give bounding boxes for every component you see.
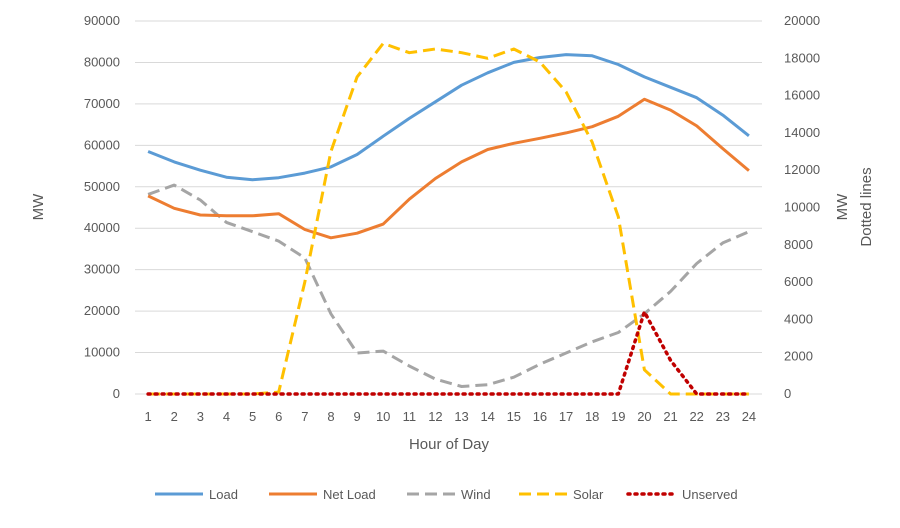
series-line-load <box>147 53 750 182</box>
x-tick-label: 20 <box>637 409 651 424</box>
y2-tick-label: 2000 <box>784 349 813 364</box>
x-tick-label: 17 <box>559 409 573 424</box>
y2-tick-label: 4000 <box>784 311 813 326</box>
right-y-axis-title-line-1: MW <box>834 193 851 220</box>
x-tick-label: 9 <box>353 409 360 424</box>
x-axis-title: Hour of Day <box>409 436 490 453</box>
y-tick-label: 80000 <box>84 54 120 69</box>
left-y-axis-ticks: 0 10000 20000 30000 40000 50000 60000 70000 8000… <box>84 13 120 401</box>
x-tick-label: 13 <box>454 409 468 424</box>
series-line-net-load <box>147 97 750 240</box>
y2-tick-label: 20000 <box>784 13 820 28</box>
x-tick-label: 4 <box>223 409 230 424</box>
legend-label: Unserved <box>682 487 738 502</box>
y-tick-label: 10000 <box>84 345 120 360</box>
left-y-axis-title: MW <box>30 193 47 220</box>
x-tick-label: 1 <box>144 409 151 424</box>
y-tick-label: 90000 <box>84 13 120 28</box>
series-layer <box>146 41 751 396</box>
x-tick-label: 21 <box>663 409 677 424</box>
legend-label: Load <box>209 487 238 502</box>
legend: Load Net Load Wind Solar Unserved <box>155 487 738 502</box>
right-y-axis-title-line-2: Dotted lines <box>858 167 875 246</box>
y-tick-label: 50000 <box>84 179 120 194</box>
y-tick-label: 60000 <box>84 137 120 152</box>
x-tick-label: 11 <box>403 409 417 424</box>
legend-label: Net Load <box>323 487 376 502</box>
x-tick-label: 10 <box>376 409 390 424</box>
y2-tick-label: 8000 <box>784 237 813 252</box>
y-tick-label: 40000 <box>84 220 120 235</box>
y2-tick-label: 16000 <box>784 88 820 103</box>
right-y-axis-ticks: 0 2000 4000 6000 8000 10000 12000 14000 16000 180… <box>784 13 820 401</box>
y2-tick-label: 12000 <box>784 162 820 177</box>
x-tick-label: 23 <box>716 409 730 424</box>
series-line-wind <box>147 183 750 388</box>
x-tick-label: 15 <box>507 409 521 424</box>
gridlines <box>135 20 762 395</box>
x-tick-label: 16 <box>533 409 547 424</box>
y2-tick-label: 18000 <box>784 50 820 65</box>
y2-tick-label: 14000 <box>784 125 820 140</box>
legend-label: Solar <box>573 487 604 502</box>
y-tick-label: 30000 <box>84 262 120 277</box>
x-tick-label: 8 <box>327 409 334 424</box>
y-tick-label: 70000 <box>84 96 120 111</box>
x-tick-label: 19 <box>611 409 625 424</box>
y2-tick-label: 0 <box>784 386 791 401</box>
y-tick-label: 20000 <box>84 303 120 318</box>
x-tick-label: 12 <box>428 409 442 424</box>
y-tick-label: 0 <box>113 386 120 401</box>
x-tick-label: 18 <box>585 409 599 424</box>
x-tick-label: 2 <box>171 409 178 424</box>
x-tick-label: 7 <box>301 409 308 424</box>
y2-tick-label: 6000 <box>784 274 813 289</box>
x-tick-label: 5 <box>249 409 256 424</box>
x-tick-label: 24 <box>742 409 756 424</box>
x-tick-label: 22 <box>689 409 703 424</box>
x-tick-label: 3 <box>197 409 204 424</box>
series-line-unserved <box>146 310 751 396</box>
legend-label: Wind <box>461 487 491 502</box>
y2-tick-label: 10000 <box>784 200 820 215</box>
x-tick-label: 6 <box>275 409 282 424</box>
x-axis-ticks: 1 2 3 4 5 6 7 8 9 10 11 12 13 14 15 16 17 18 19 20 21 22 23 24 <box>144 409 756 424</box>
x-tick-label: 14 <box>480 409 494 424</box>
